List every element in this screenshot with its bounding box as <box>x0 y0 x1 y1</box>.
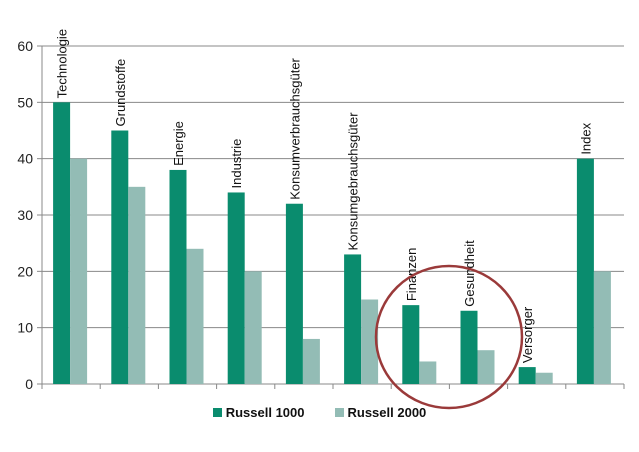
legend-swatch-russell-2000 <box>334 408 344 417</box>
legend: Russell 1000 Russell 2000 <box>0 405 639 420</box>
legend-label: Russell 1000 <box>225 405 305 420</box>
bar <box>477 350 495 384</box>
y-tick-label: 40 <box>17 151 33 167</box>
legend-item-russell-1000: Russell 1000 <box>212 405 305 420</box>
bar <box>460 310 478 384</box>
bar <box>169 169 187 384</box>
category-label: Gesundheit <box>462 240 477 307</box>
bar <box>361 299 379 384</box>
bar <box>285 203 303 384</box>
y-tick-label: 20 <box>17 263 33 279</box>
highlight-circle <box>374 264 524 410</box>
category-label: Konsumverbrauchsgüter <box>287 57 302 199</box>
y-tick-label: 10 <box>17 320 33 336</box>
bar <box>402 305 420 384</box>
bar <box>576 158 594 384</box>
category-label: Index <box>578 122 593 154</box>
bar <box>593 271 611 384</box>
bar <box>535 372 553 384</box>
bar <box>128 186 146 384</box>
y-tick-label: 30 <box>17 207 33 223</box>
category-label: Konsumgebrauchsgüter <box>346 112 361 251</box>
bar <box>244 271 262 384</box>
bar <box>227 192 245 384</box>
bar <box>419 361 437 384</box>
category-label: Grundstoffe <box>113 59 128 127</box>
y-tick-label: 0 <box>25 376 33 392</box>
bar <box>111 130 129 384</box>
bar <box>344 254 362 384</box>
bar <box>53 102 71 384</box>
category-label: Industrie <box>229 139 244 189</box>
y-tick-label: 50 <box>17 94 33 110</box>
y-tick-label: 60 <box>17 38 33 54</box>
category-label: Energie <box>171 121 186 166</box>
category-label: Finanzen <box>404 248 419 301</box>
bar <box>186 248 204 384</box>
category-label: Versorger <box>520 306 535 363</box>
legend-label: Russell 2000 <box>347 405 427 420</box>
category-label: Technologie <box>55 29 70 98</box>
legend-swatch-russell-1000 <box>212 408 222 417</box>
bar <box>70 158 88 384</box>
bar <box>302 338 320 384</box>
legend-item-russell-2000: Russell 2000 <box>334 405 427 420</box>
bar <box>518 367 536 384</box>
